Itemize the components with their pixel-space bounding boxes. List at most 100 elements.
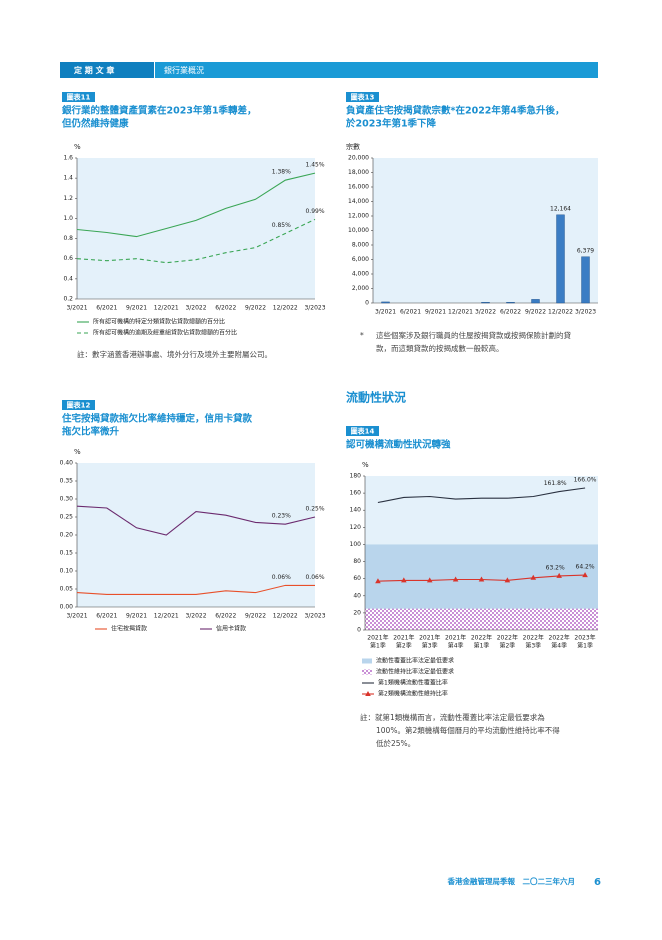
y-tick-label: 0.2: [63, 296, 73, 303]
x-tick-label: 第2季: [499, 642, 515, 650]
x-tick-label: 3/2022: [185, 305, 206, 312]
y-axis-label: 宗數: [346, 142, 360, 151]
band: [365, 608, 598, 630]
y-tick-label: 14,000: [348, 198, 369, 205]
value-label: 12,164: [550, 205, 571, 212]
figure-badge: [62, 400, 95, 410]
y-tick-label: 8,000: [352, 242, 369, 249]
series-line: [76, 172, 316, 238]
y-tick-label: 10,000: [348, 227, 369, 234]
x-tick-label: 2021年: [367, 634, 388, 642]
y-tick-label: 6,000: [352, 256, 369, 263]
value-label: 166.0%: [574, 476, 597, 483]
footer-page: 6: [594, 877, 601, 888]
x-tick-label: 2021年: [419, 634, 440, 642]
x-tick-label: 6/2022: [215, 613, 236, 620]
marker: [478, 576, 485, 582]
x-tick-label: 6/2022: [215, 305, 236, 312]
value-label: 1.38%: [272, 169, 291, 176]
y-tick-label: 0.8: [63, 235, 73, 242]
y-tick-label: 160: [350, 490, 362, 497]
legend-label: 所有認可機構的特定分類貸款佔貸款總額的百分比: [93, 318, 225, 326]
header-section-bg: [60, 62, 154, 78]
bar: [531, 299, 540, 304]
figure-badge: [346, 426, 379, 436]
y-tick-label: 40: [353, 592, 361, 599]
legend-label: 流動性覆蓋比率法定最低要求: [376, 657, 454, 665]
figure-title: 認可機構流動性狀況轉強: [346, 439, 451, 451]
marker: [582, 572, 588, 578]
figure-title: 銀行業的整體資產質素在2023年第1季轉差，: [62, 105, 257, 117]
bar: [506, 302, 515, 304]
marker: [504, 577, 511, 583]
x-tick-label: 9/2022: [245, 613, 266, 620]
x-tick-label: 第4季: [551, 642, 567, 650]
figure-title: 拖欠比率微升: [62, 426, 120, 438]
y-tick-label: 0.05: [60, 586, 74, 593]
x-tick-label: 3/2023: [575, 309, 596, 316]
y-tick-label: 16,000: [348, 184, 369, 191]
legend-label: 流動性維持比率法定最低要求: [376, 668, 454, 676]
marker: [401, 577, 407, 583]
legend-label: 第2類機構流動性維持比率: [378, 690, 448, 698]
y-tick-label: 1.4: [63, 175, 73, 182]
x-tick-label: 6/2021: [96, 305, 117, 312]
plot-area: [77, 158, 315, 299]
marker: [426, 577, 433, 583]
note: 低於25%。: [376, 738, 415, 748]
x-tick-label: 第3季: [525, 642, 541, 650]
y-tick-label: 1.2: [63, 195, 73, 202]
value-label: 0.99%: [305, 208, 324, 215]
x-tick-label: 3/2021: [375, 309, 396, 316]
x-tick-label: 第3季: [422, 642, 438, 650]
x-tick-label: 2021年: [393, 634, 414, 642]
figure-label: 圖表14: [351, 427, 375, 436]
y-tick-label: 0: [357, 627, 361, 634]
figure-label: 圖表13: [351, 93, 375, 102]
value-label: 0.23%: [272, 513, 291, 520]
y-tick-label: 1.0: [63, 215, 73, 222]
x-tick-label: 6/2022: [500, 309, 521, 316]
header-topic: 銀行業概況: [164, 65, 204, 75]
y-tick-label: 0.10: [60, 568, 74, 575]
figure-label: 圖表11: [67, 93, 91, 102]
y-tick-label: 0.25: [60, 514, 74, 521]
value-label: 161.8%: [544, 480, 567, 487]
note: 款，而這類貸款的按揭成數一般較高。: [376, 343, 504, 353]
section-heading: 流動性狀況: [346, 390, 406, 405]
figure-title: 住宅按揭貸款拖欠比率維持穩定，信用卡貸款: [62, 413, 253, 425]
x-tick-label: 3/2021: [66, 305, 87, 312]
y-tick-label: 20,000: [348, 155, 369, 162]
x-tick-label: 6/2021: [96, 613, 117, 620]
x-tick-label: 3/2021: [66, 613, 87, 620]
y-tick-label: 2,000: [352, 285, 369, 292]
value-label: 1.45%: [305, 162, 324, 169]
legend-swatch: [362, 658, 372, 664]
x-tick-label: 第1季: [370, 642, 386, 650]
y-tick-label: 0.20: [60, 532, 74, 539]
y-tick-label: 120: [350, 524, 362, 531]
x-tick-label: 第4季: [448, 642, 464, 650]
header-bar: [60, 62, 598, 78]
marker: [556, 572, 562, 578]
x-tick-label: 9/2022: [245, 305, 266, 312]
x-tick-label: 2021年: [445, 634, 466, 642]
y-tick-label: 60: [353, 575, 361, 582]
figure-badge: [346, 92, 379, 102]
legend-swatch: [362, 669, 372, 675]
x-tick-label: 3/2023: [304, 305, 325, 312]
plot-area: [77, 463, 315, 607]
y-tick-label: 0.00: [60, 604, 74, 611]
marker: [452, 576, 459, 582]
header-section: 定 期 文 章: [73, 65, 114, 75]
x-tick-label: 3/2023: [304, 613, 325, 620]
series-line: [76, 584, 315, 595]
y-tick-label: 1.6: [63, 155, 73, 162]
bar: [581, 256, 590, 304]
value-label: 0.06%: [272, 574, 291, 581]
x-tick-label: 2022年: [497, 634, 518, 642]
value-label: 0.06%: [305, 574, 324, 581]
bar: [381, 301, 390, 304]
value-label: 63.2%: [546, 564, 565, 571]
